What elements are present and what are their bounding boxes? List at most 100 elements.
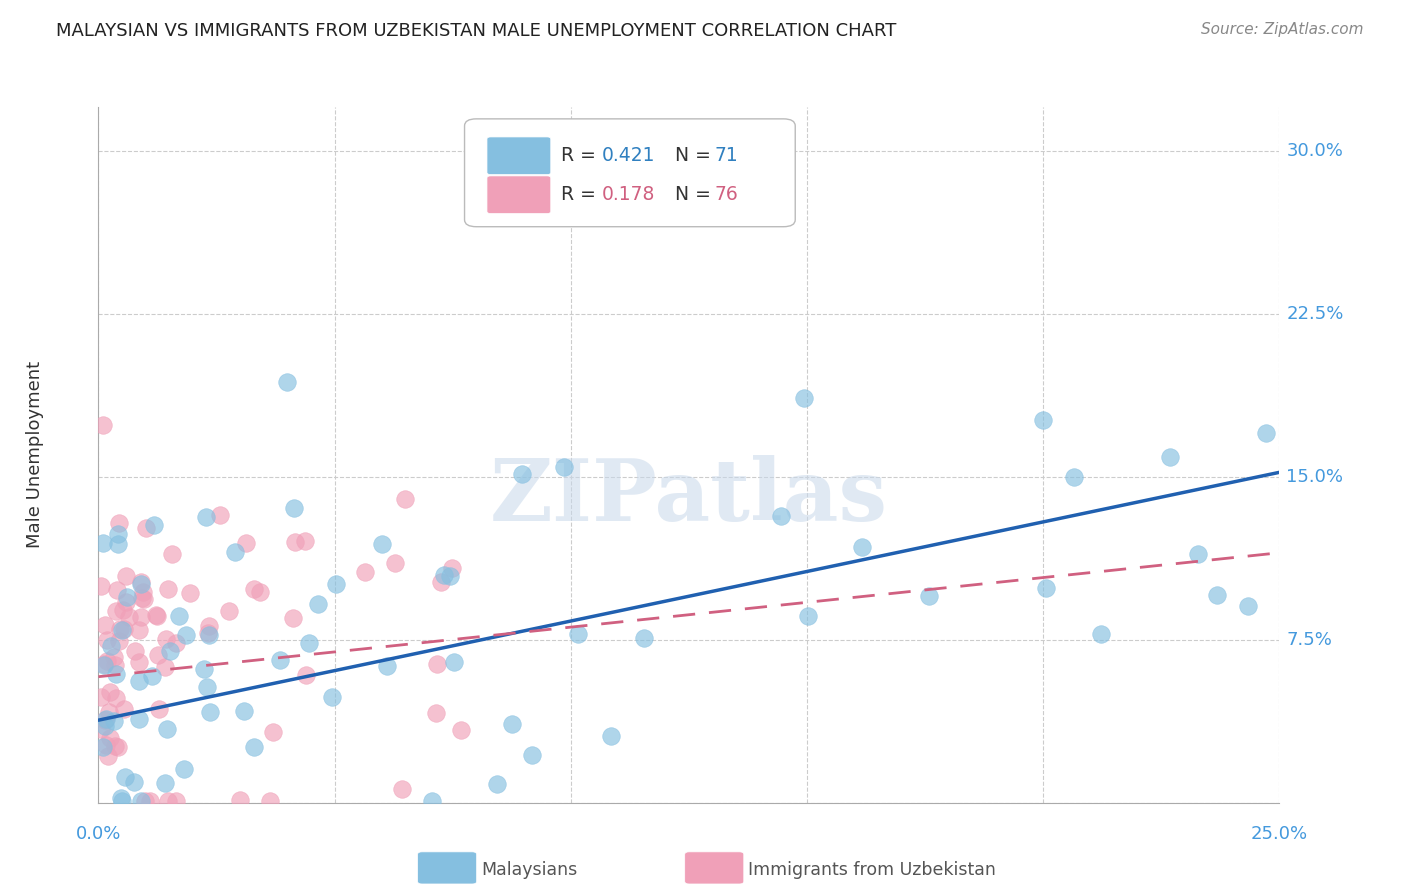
Point: [384, 556, 406, 570]
Point: [450, 723, 472, 737]
Point: [103, 714, 125, 729]
Point: [228, 793, 250, 807]
Point: [769, 509, 792, 524]
Text: ZIPatlas: ZIPatlas: [489, 455, 889, 539]
Point: [294, 533, 316, 548]
Point: [353, 565, 375, 579]
Point: [430, 574, 453, 589]
Point: [111, 794, 134, 808]
Point: [153, 659, 176, 673]
Point: [284, 534, 307, 549]
Point: [128, 712, 150, 726]
Point: [851, 540, 873, 554]
Point: [145, 608, 167, 623]
Point: [441, 561, 464, 575]
Text: N =: N =: [675, 146, 717, 165]
Point: [155, 632, 177, 647]
Point: [107, 634, 129, 648]
Point: [195, 680, 218, 694]
Text: Malaysians: Malaysians: [481, 861, 576, 879]
Point: [433, 567, 456, 582]
Point: [129, 610, 152, 624]
Point: [321, 690, 343, 704]
Point: [1205, 588, 1227, 602]
Point: [283, 501, 305, 516]
Point: [94, 719, 117, 733]
Point: [122, 775, 145, 789]
Point: [118, 609, 141, 624]
Text: 30.0%: 30.0%: [1286, 142, 1343, 160]
Point: [129, 575, 152, 590]
Point: [96, 633, 118, 648]
Point: [197, 618, 219, 632]
Point: [105, 667, 128, 681]
Point: [156, 722, 179, 736]
Text: MALAYSIAN VS IMMIGRANTS FROM UZBEKISTAN MALE UNEMPLOYMENT CORRELATION CHART: MALAYSIAN VS IMMIGRANTS FROM UZBEKISTAN …: [56, 22, 897, 40]
Point: [553, 459, 575, 474]
Text: 7.5%: 7.5%: [1286, 631, 1333, 648]
Point: [129, 794, 152, 808]
Point: [197, 625, 219, 640]
Point: [141, 669, 163, 683]
Point: [198, 705, 221, 719]
Text: 71: 71: [714, 146, 738, 165]
Point: [104, 657, 127, 672]
Point: [307, 597, 329, 611]
Point: [633, 631, 655, 645]
Point: [114, 770, 136, 784]
Point: [112, 702, 135, 716]
Point: [425, 706, 447, 721]
Point: [105, 690, 128, 705]
Point: [165, 794, 187, 808]
Point: [295, 668, 318, 682]
Point: [155, 776, 177, 790]
Point: [242, 582, 264, 596]
Point: [98, 684, 121, 698]
Point: [263, 724, 285, 739]
Point: [90, 722, 112, 736]
Point: [195, 510, 218, 524]
Point: [156, 794, 179, 808]
Point: [793, 391, 815, 405]
Point: [918, 590, 941, 604]
Point: [103, 649, 125, 664]
Text: Male Unemployment: Male Unemployment: [27, 361, 44, 549]
Point: [159, 644, 181, 658]
Point: [179, 586, 201, 600]
Point: [96, 654, 118, 668]
Point: [224, 545, 246, 559]
Point: [439, 569, 461, 583]
Point: [501, 717, 523, 731]
Point: [124, 643, 146, 657]
Text: Source: ZipAtlas.com: Source: ZipAtlas.com: [1201, 22, 1364, 37]
Point: [371, 537, 394, 551]
Point: [1090, 627, 1112, 641]
FancyBboxPatch shape: [464, 119, 796, 227]
Point: [235, 536, 257, 550]
Point: [110, 791, 132, 805]
Point: [135, 521, 157, 535]
Point: [797, 609, 820, 624]
Point: [115, 569, 138, 583]
Point: [209, 508, 232, 522]
Point: [91, 536, 114, 550]
Point: [193, 662, 215, 676]
Point: [90, 690, 112, 705]
Point: [134, 794, 156, 808]
Point: [105, 583, 128, 598]
Point: [1032, 412, 1054, 426]
Point: [198, 628, 221, 642]
Point: [325, 576, 347, 591]
Point: [567, 626, 589, 640]
Text: 22.5%: 22.5%: [1286, 304, 1344, 323]
Text: 0.178: 0.178: [602, 186, 655, 204]
Point: [132, 585, 155, 599]
Point: [1159, 450, 1181, 465]
Point: [1254, 426, 1277, 441]
Point: [276, 376, 298, 390]
Text: R =: R =: [561, 186, 602, 204]
Text: 0.421: 0.421: [602, 146, 655, 165]
Point: [107, 527, 129, 541]
Point: [111, 603, 134, 617]
Point: [162, 547, 184, 561]
